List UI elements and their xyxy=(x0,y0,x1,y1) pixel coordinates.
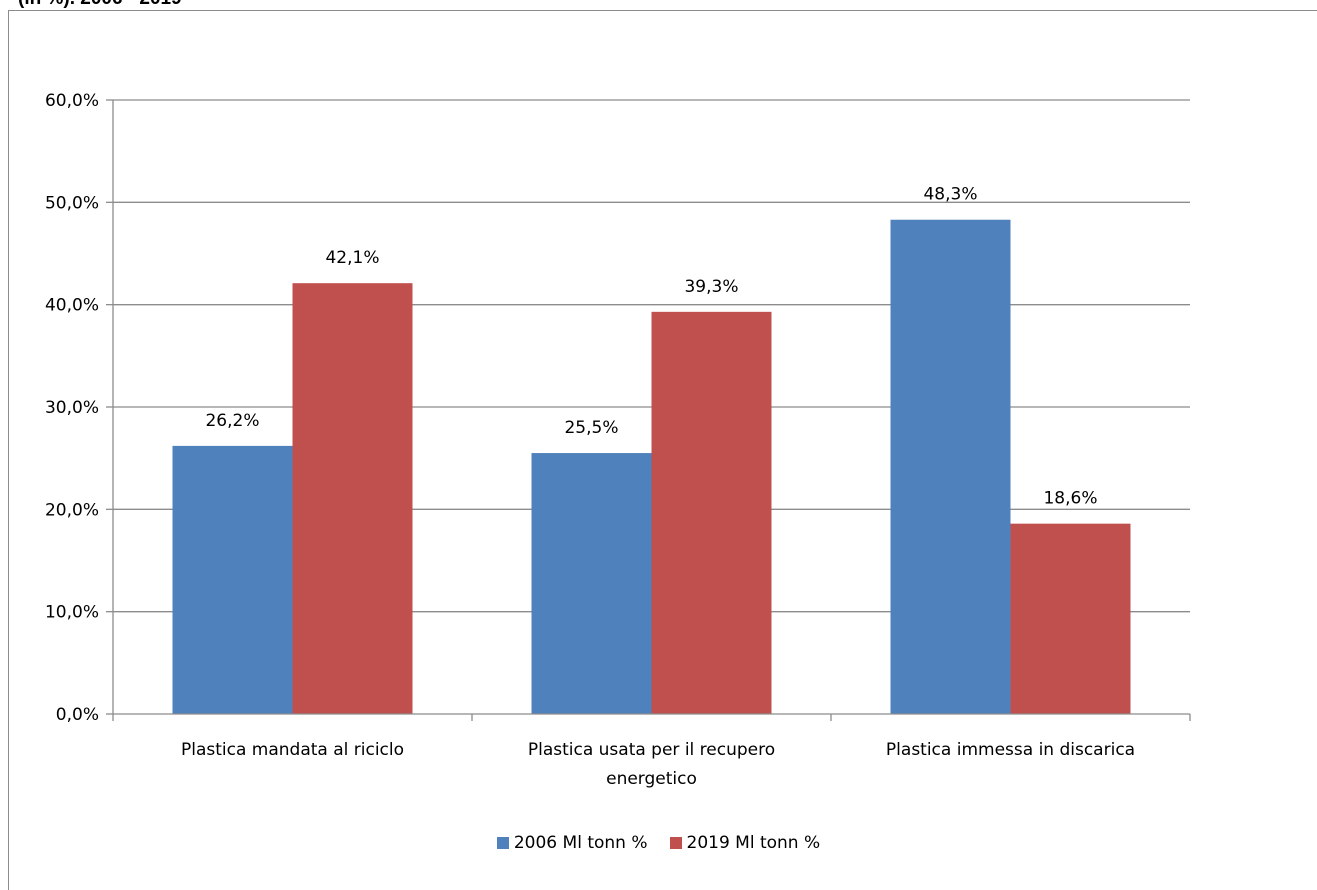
legend-item-2006: 2006 Ml tonn % xyxy=(496,833,648,853)
labels: 0,0% 10,0% 20,0% 30,0% 40,0% 50,0% 60,0% 26,2% 2… xyxy=(45,91,1135,789)
legend: 2006 Ml tonn % 2019 Ml tonn % xyxy=(0,833,1317,853)
category-label: energetico xyxy=(606,769,697,789)
legend-item-2019: 2019 Ml tonn % xyxy=(669,833,821,853)
axes xyxy=(106,99,1191,721)
chart-frame xyxy=(8,10,1317,890)
bar xyxy=(890,219,1011,715)
legend-swatch-2019 xyxy=(669,837,682,849)
legend-label-2019: 2019 Ml tonn % xyxy=(686,833,821,853)
data-label: 25,5% xyxy=(564,418,618,438)
category-label: Plastica usata per il recupero xyxy=(528,740,775,760)
bar xyxy=(292,283,413,714)
bar xyxy=(1010,523,1131,714)
data-label: 39,3% xyxy=(684,277,738,297)
data-label: 42,1% xyxy=(325,248,379,268)
chart-caption: (in %). 2006 - 2019 xyxy=(18,0,182,10)
legend-label-2006: 2006 Ml tonn % xyxy=(513,833,648,853)
y-tick-label: 20,0% xyxy=(45,500,99,520)
bars xyxy=(172,219,1131,715)
data-label: 26,2% xyxy=(205,411,259,431)
category-label: Plastica immessa in discarica xyxy=(886,740,1135,760)
category-label: Plastica mandata al riciclo xyxy=(181,740,404,760)
data-label: 18,6% xyxy=(1043,489,1097,509)
legend-swatch-2006 xyxy=(496,837,509,849)
y-tick-label: 50,0% xyxy=(45,193,99,213)
y-tick-label: 10,0% xyxy=(45,603,99,623)
y-tick-label: 30,0% xyxy=(45,398,99,418)
y-tick-label: 40,0% xyxy=(45,296,99,316)
bar xyxy=(531,453,652,714)
y-tick-label: 0,0% xyxy=(56,705,99,725)
bar xyxy=(651,311,772,714)
y-tick-label: 60,0% xyxy=(45,91,99,111)
data-label: 48,3% xyxy=(923,185,977,205)
bar xyxy=(172,445,293,714)
